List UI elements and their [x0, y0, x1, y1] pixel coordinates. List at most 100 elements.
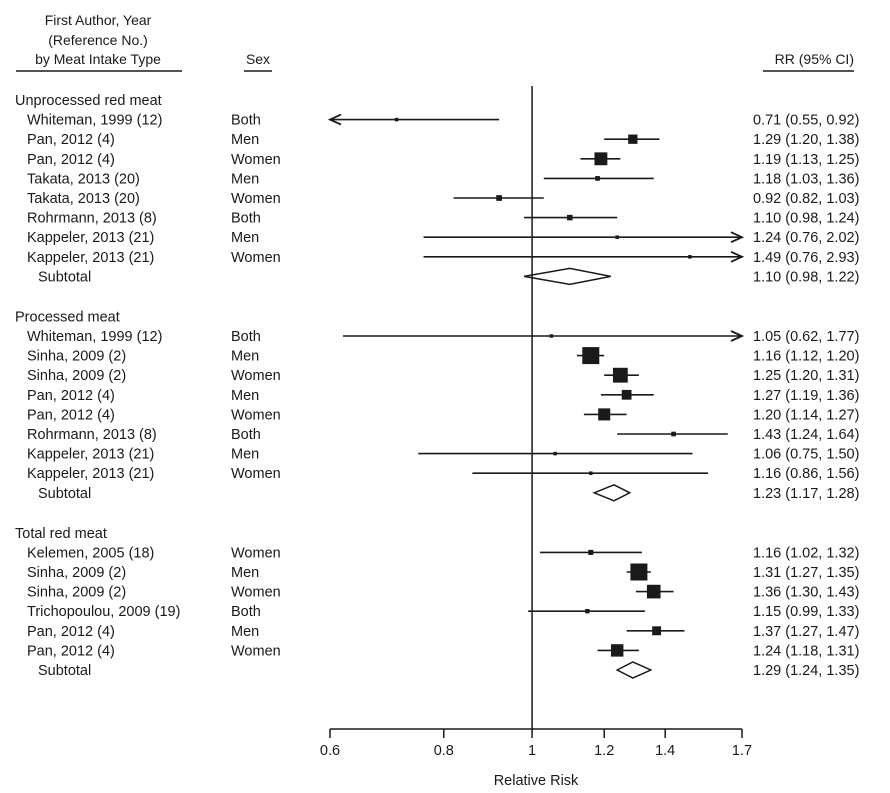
study-label: Whiteman, 1999 (12) [27, 113, 162, 129]
sex-label: Women [231, 368, 281, 384]
rr-ci-label: 1.16 (0.86, 1.56) [753, 466, 859, 482]
sex-label: Both [231, 329, 261, 345]
forest-rows: Unprocessed red meat Whiteman, 1999 (12) B… [15, 86, 859, 729]
study-label: Kappeler, 2013 (21) [27, 466, 154, 482]
point-estimate-square [615, 235, 619, 239]
ci-arrow-right [730, 330, 745, 342]
study-label: Sinha, 2009 (2) [27, 368, 126, 384]
sex-label: Women [231, 407, 281, 423]
point-estimate-square [496, 195, 502, 201]
rr-ci-label: 1.27 (1.19, 1.36) [753, 388, 859, 404]
rr-ci-label: 1.37 (1.27, 1.47) [753, 624, 859, 640]
study-label: Sinha, 2009 (2) [27, 585, 126, 601]
subtotal-label: Subtotal [38, 663, 91, 679]
rr-ci-label: 1.15 (0.99, 1.33) [753, 604, 859, 620]
subtotal-diamond [592, 483, 632, 502]
study-label: Rohrmann, 2013 (8) [27, 427, 157, 443]
point-estimate-square [671, 431, 676, 437]
sex-label: Men [231, 565, 259, 581]
group-label: Total red meat [15, 526, 107, 542]
sex-label: Both [231, 427, 261, 443]
study-label: Pan, 2012 (4) [27, 388, 115, 404]
group-label: Processed meat [15, 309, 120, 325]
header-rr: RR (95% CI) [775, 51, 854, 67]
ci-arrow-right [730, 231, 745, 244]
point-estimate-square [553, 451, 557, 456]
point-estimate-square [646, 584, 661, 599]
rr-ci-label: 1.24 (0.76, 2.02) [753, 230, 859, 246]
point-estimate-square [688, 255, 692, 259]
sex-label: Men [231, 132, 259, 148]
header-author-line3: by Meat Intake Type [35, 51, 161, 67]
x-tick-label: 1.4 [655, 743, 675, 759]
sex-label: Men [231, 447, 259, 463]
sex-label: Both [231, 604, 261, 620]
rr-ci-label: 1.43 (1.24, 1.64) [753, 427, 859, 443]
sex-label: Men [231, 349, 259, 365]
point-estimate-square [612, 367, 628, 383]
subtotal-rr-ci-label: 1.29 (1.24, 1.35) [753, 663, 859, 679]
point-estimate-square [589, 471, 593, 475]
study-label: Pan, 2012 (4) [27, 643, 115, 659]
rr-ci-label: 1.24 (1.18, 1.31) [753, 643, 859, 659]
point-estimate-square [630, 563, 648, 581]
sex-label: Men [231, 171, 259, 187]
study-label: Pan, 2012 (4) [27, 152, 115, 168]
header-author-line1: First Author, Year [45, 12, 152, 28]
x-tick-label: 1 [528, 743, 536, 759]
rr-ci-label: 1.49 (0.76, 2.93) [753, 250, 859, 266]
rr-ci-label: 1.20 (1.14, 1.27) [753, 407, 859, 423]
point-estimate-square [610, 644, 624, 657]
point-estimate-square [585, 608, 590, 614]
sex-label: Both [231, 113, 261, 129]
rr-ci-label: 1.16 (1.12, 1.20) [753, 349, 859, 365]
rr-ci-label: 0.92 (0.82, 1.03) [753, 191, 859, 207]
sex-label: Men [231, 230, 259, 246]
x-tick-label: 1.7 [732, 743, 752, 759]
header-sex: Sex [246, 51, 270, 67]
sex-label: Women [231, 545, 281, 561]
ci-arrow-right [730, 250, 745, 263]
study-label: Sinha, 2009 (2) [27, 565, 126, 581]
sex-label: Men [231, 624, 259, 640]
point-estimate-square [652, 626, 662, 636]
point-estimate-square [549, 334, 554, 338]
study-label: Kappeler, 2013 (21) [27, 447, 154, 463]
point-estimate-square [598, 408, 611, 421]
rr-ci-label: 1.31 (1.27, 1.35) [753, 565, 859, 581]
x-axis: 0.6 0.8 1 1.2 1.4 1.7 Relative Risk [320, 728, 752, 789]
rr-ci-label: 1.18 (1.03, 1.36) [753, 171, 859, 187]
study-label: Takata, 2013 (20) [27, 171, 140, 187]
point-estimate-square [595, 176, 600, 181]
sex-label: Both [231, 211, 261, 227]
point-estimate-square [582, 347, 600, 365]
study-label: Trichopoulou, 2009 (19) [27, 604, 180, 620]
sex-label: Women [231, 466, 281, 482]
rr-ci-label: 1.10 (0.98, 1.24) [753, 211, 859, 227]
study-label: Pan, 2012 (4) [27, 132, 115, 148]
subtotal-diamond [615, 661, 653, 679]
study-label: Kappeler, 2013 (21) [27, 250, 154, 266]
rr-ci-label: 1.06 (0.75, 1.50) [753, 447, 859, 463]
rr-ci-label: 1.19 (1.13, 1.25) [753, 152, 859, 168]
subtotal-rr-ci-label: 1.23 (1.17, 1.28) [753, 486, 859, 502]
header-author-line2: (Reference No.) [48, 32, 148, 48]
rr-ci-label: 1.29 (1.20, 1.38) [753, 132, 859, 148]
point-estimate-square [628, 134, 638, 144]
study-label: Pan, 2012 (4) [27, 624, 115, 640]
point-estimate-square [588, 549, 594, 555]
group-label: Unprocessed red meat [15, 93, 162, 109]
sex-label: Men [231, 388, 259, 404]
study-label: Rohrmann, 2013 (8) [27, 211, 157, 227]
study-label: Sinha, 2009 (2) [27, 349, 126, 365]
point-estimate-square [621, 389, 632, 400]
point-estimate-square [394, 117, 399, 122]
ci-arrow-left [327, 113, 342, 126]
x-tick-label: 0.6 [320, 743, 340, 759]
x-tick-label: 0.8 [434, 743, 454, 759]
rr-ci-label: 0.71 (0.55, 0.92) [753, 113, 859, 129]
rr-ci-label: 1.05 (0.62, 1.77) [753, 329, 859, 345]
sex-label: Women [231, 152, 281, 168]
x-axis-title: Relative Risk [494, 773, 579, 789]
